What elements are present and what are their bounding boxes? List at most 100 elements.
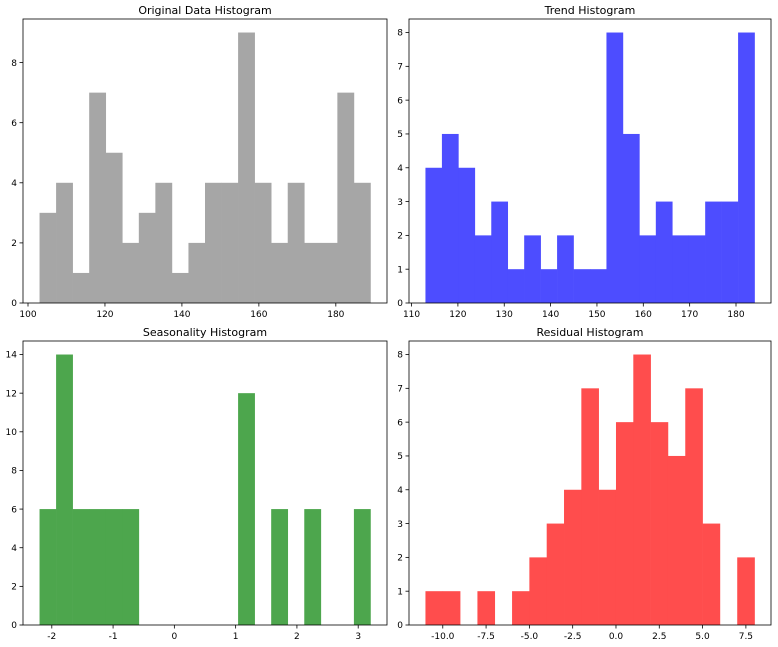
original-bar-11 bbox=[221, 182, 239, 303]
seasonality-x-tick-label-2: 0 bbox=[171, 632, 177, 642]
seasonality-y-tick-label-4: 8 bbox=[11, 467, 17, 477]
original-bar-6 bbox=[138, 212, 156, 303]
seasonality-bar-3 bbox=[89, 509, 107, 625]
original-bar-3 bbox=[89, 92, 107, 303]
trend-histogram-panel: 110 120 130 140 150 160 170 180 0 1 2 3 4 5 6 7 8 Trend H… bbox=[397, 4, 772, 320]
residual-bar-6 bbox=[529, 557, 547, 625]
original-bar-16 bbox=[304, 242, 322, 303]
original-bar-17 bbox=[320, 242, 338, 303]
trend-bar-9 bbox=[573, 269, 591, 303]
trend-bar-19 bbox=[738, 32, 755, 304]
original-x-tick-label-1: 120 bbox=[96, 310, 113, 320]
trend-bar-2 bbox=[458, 167, 476, 303]
trend-bar-16 bbox=[688, 235, 706, 303]
original-data-histogram-panel: 100 120 140 160 180 0 2 4 6 8 Original Data Histog… bbox=[11, 4, 388, 320]
trend-bar-7 bbox=[540, 269, 558, 303]
original-bar-8 bbox=[171, 272, 189, 303]
residual-y-tick-label-8: 8 bbox=[397, 351, 403, 361]
seasonality-bar-12 bbox=[238, 393, 255, 625]
trend-x-tick-label-0: 110 bbox=[403, 310, 420, 320]
residual-bar-16 bbox=[702, 523, 721, 625]
residual-x-tick-label-4: 0.0 bbox=[609, 632, 624, 642]
trend-bar-18 bbox=[721, 201, 739, 303]
seasonality-x-tick-label-0: -2 bbox=[47, 632, 56, 642]
residual-histogram-panel: -10.0 -7.5 -5.0 -2.5 0.0 2.5 5.0 7.5 0 1 2 3 4 5 6 7 8 Re… bbox=[397, 326, 772, 642]
trend-bar-6 bbox=[524, 235, 541, 303]
residual-y-tick-label-3: 3 bbox=[397, 520, 403, 530]
original-bar-12 bbox=[238, 32, 255, 304]
trend-chart-title: Trend Histogram bbox=[544, 4, 636, 17]
residual-x-tick-label-0: -10.0 bbox=[431, 632, 455, 642]
residual-bar-9 bbox=[581, 388, 599, 625]
original-bar-5 bbox=[122, 242, 140, 303]
residual-y-tick-label-4: 4 bbox=[397, 486, 403, 496]
trend-bar-13 bbox=[639, 235, 657, 303]
seasonality-y-tick-label-2: 4 bbox=[11, 544, 17, 554]
trend-bar-5 bbox=[507, 269, 525, 303]
trend-y-tick-label-4: 4 bbox=[397, 164, 403, 174]
seasonality-bar-0 bbox=[39, 509, 57, 625]
trend-bar-3 bbox=[474, 235, 492, 303]
trend-bar-15 bbox=[672, 235, 690, 303]
residual-bar-12 bbox=[633, 354, 651, 625]
trend-y-tick-label-7: 7 bbox=[397, 63, 403, 73]
seasonality-bar-4 bbox=[105, 509, 123, 625]
residual-bar-15 bbox=[685, 388, 703, 625]
trend-y-tick-label-5: 5 bbox=[397, 130, 403, 140]
residual-bar-10 bbox=[598, 489, 617, 625]
trend-y-tick-label-2: 2 bbox=[397, 232, 403, 242]
residual-axes-frame bbox=[408, 340, 772, 626]
trend-bar-17 bbox=[705, 201, 722, 303]
seasonality-axes-frame bbox=[22, 340, 388, 626]
residual-x-tick-label-6: 5.0 bbox=[695, 632, 710, 642]
original-bar-4 bbox=[105, 152, 123, 303]
trend-y-tick-label-6: 6 bbox=[397, 96, 403, 106]
trend-y-tick-label-1: 1 bbox=[397, 265, 403, 275]
trend-axes-frame bbox=[408, 18, 772, 304]
trend-bar-11 bbox=[606, 32, 624, 304]
seasonality-x-tick-label-5: 3 bbox=[355, 632, 361, 642]
original-y-tick-label-1: 2 bbox=[11, 239, 17, 249]
trend-x-tick-label-2: 130 bbox=[496, 310, 513, 320]
residual-x-tick-label-7: 7.5 bbox=[739, 632, 753, 642]
trend-x-tick-label-5: 160 bbox=[635, 310, 652, 320]
original-bar-7 bbox=[155, 182, 173, 303]
original-x-tick-label-2: 140 bbox=[173, 310, 190, 320]
residual-x-tick-label-1: -7.5 bbox=[477, 632, 495, 642]
trend-x-tick-label-1: 120 bbox=[449, 310, 466, 320]
residual-bar-5 bbox=[512, 591, 530, 625]
seasonality-bar-14 bbox=[271, 509, 289, 625]
residual-x-tick-label-2: -5.0 bbox=[521, 632, 539, 642]
original-bar-15 bbox=[287, 182, 305, 303]
residual-bar-7 bbox=[546, 523, 565, 625]
residual-bar-0 bbox=[425, 591, 444, 625]
original-bar-13 bbox=[254, 182, 272, 303]
trend-x-tick-label-7: 180 bbox=[727, 310, 744, 320]
residual-y-tick-label-5: 5 bbox=[397, 452, 403, 462]
original-bar-19 bbox=[353, 182, 371, 303]
trend-x-tick-label-6: 170 bbox=[681, 310, 698, 320]
residual-y-tick-label-2: 2 bbox=[397, 554, 403, 564]
seasonality-x-tick-label-4: 2 bbox=[294, 632, 300, 642]
seasonality-x-tick-label-1: -1 bbox=[109, 632, 118, 642]
seasonality-y-tick-label-6: 12 bbox=[6, 389, 17, 399]
original-y-tick-label-3: 6 bbox=[11, 119, 17, 129]
residual-chart-title: Residual Histogram bbox=[536, 326, 643, 339]
original-bar-2 bbox=[72, 272, 90, 303]
residual-y-tick-label-1: 1 bbox=[397, 587, 403, 597]
trend-x-tick-label-4: 150 bbox=[588, 310, 605, 320]
trend-bar-0 bbox=[425, 167, 443, 303]
residual-x-tick-label-3: -2.5 bbox=[564, 632, 582, 642]
seasonality-y-tick-label-3: 6 bbox=[11, 505, 17, 515]
seasonality-bar-1 bbox=[56, 354, 73, 625]
trend-x-tick-label-3: 140 bbox=[542, 310, 559, 320]
residual-bar-3 bbox=[477, 591, 496, 625]
residual-bar-11 bbox=[615, 422, 634, 625]
residual-bar-14 bbox=[667, 455, 686, 625]
original-bar-14 bbox=[271, 242, 289, 303]
original-bar-0 bbox=[39, 212, 57, 303]
trend-y-tick-label-3: 3 bbox=[397, 198, 403, 208]
trend-bar-12 bbox=[622, 133, 640, 303]
